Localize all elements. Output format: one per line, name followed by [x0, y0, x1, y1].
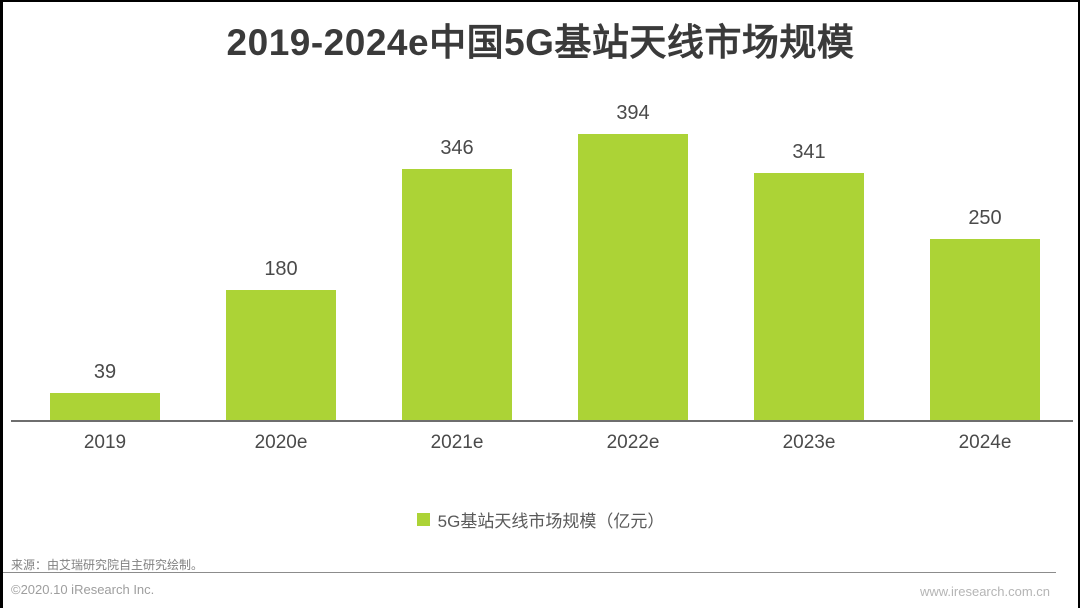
legend: 5G基站天线市场规模（亿元）: [3, 507, 1078, 532]
website-text: www.iresearch.com.cn: [919, 584, 1050, 599]
copyright-text: ©2020.10 iResearch Inc.: [11, 582, 155, 597]
x-axis-label: 2022e: [606, 432, 660, 453]
bar: [50, 393, 160, 421]
bar-value-label: 180: [264, 258, 298, 280]
x-axis-label: 2020e: [254, 432, 308, 453]
bar-column: 39: [17, 134, 193, 421]
bar-value-label: 394: [616, 102, 650, 124]
x-axis-label: 2024e: [958, 432, 1012, 453]
bar-value-label: 250: [968, 207, 1002, 229]
legend-label: 5G基站天线市场规模（亿元）: [437, 512, 665, 531]
bar: [578, 134, 688, 421]
bar-column: 394: [545, 102, 721, 421]
bar-column: 180: [193, 134, 369, 421]
legend-swatch: [416, 513, 430, 526]
bar: [930, 239, 1040, 421]
x-axis-label: 2023e: [782, 432, 836, 453]
bar: [754, 173, 864, 421]
bar: [402, 169, 512, 421]
x-axis-labels: 2019 2020e 2021e 2022e 2023e 2024e: [17, 432, 1073, 454]
x-axis-label: 2019: [83, 432, 127, 453]
chart-title: 2019-2024e中国5G基站天线市场规模: [226, 22, 855, 63]
footer-divider: [3, 572, 1056, 573]
x-axis-line: [11, 420, 1073, 422]
bar-value-label: 341: [792, 141, 826, 163]
bar-value-label: 39: [93, 361, 117, 383]
bar-column: 250: [897, 134, 1073, 421]
bar-column: 341: [721, 134, 897, 421]
plot-area: 39 180 346 394 341 250: [17, 102, 1073, 421]
bar-value-label: 346: [440, 137, 474, 159]
bar: [226, 290, 336, 421]
bar-column: 346: [369, 134, 545, 421]
x-axis-label: 2021e: [430, 432, 484, 453]
source-note: 来源：由艾瑞研究院自主研究绘制。: [11, 558, 204, 572]
